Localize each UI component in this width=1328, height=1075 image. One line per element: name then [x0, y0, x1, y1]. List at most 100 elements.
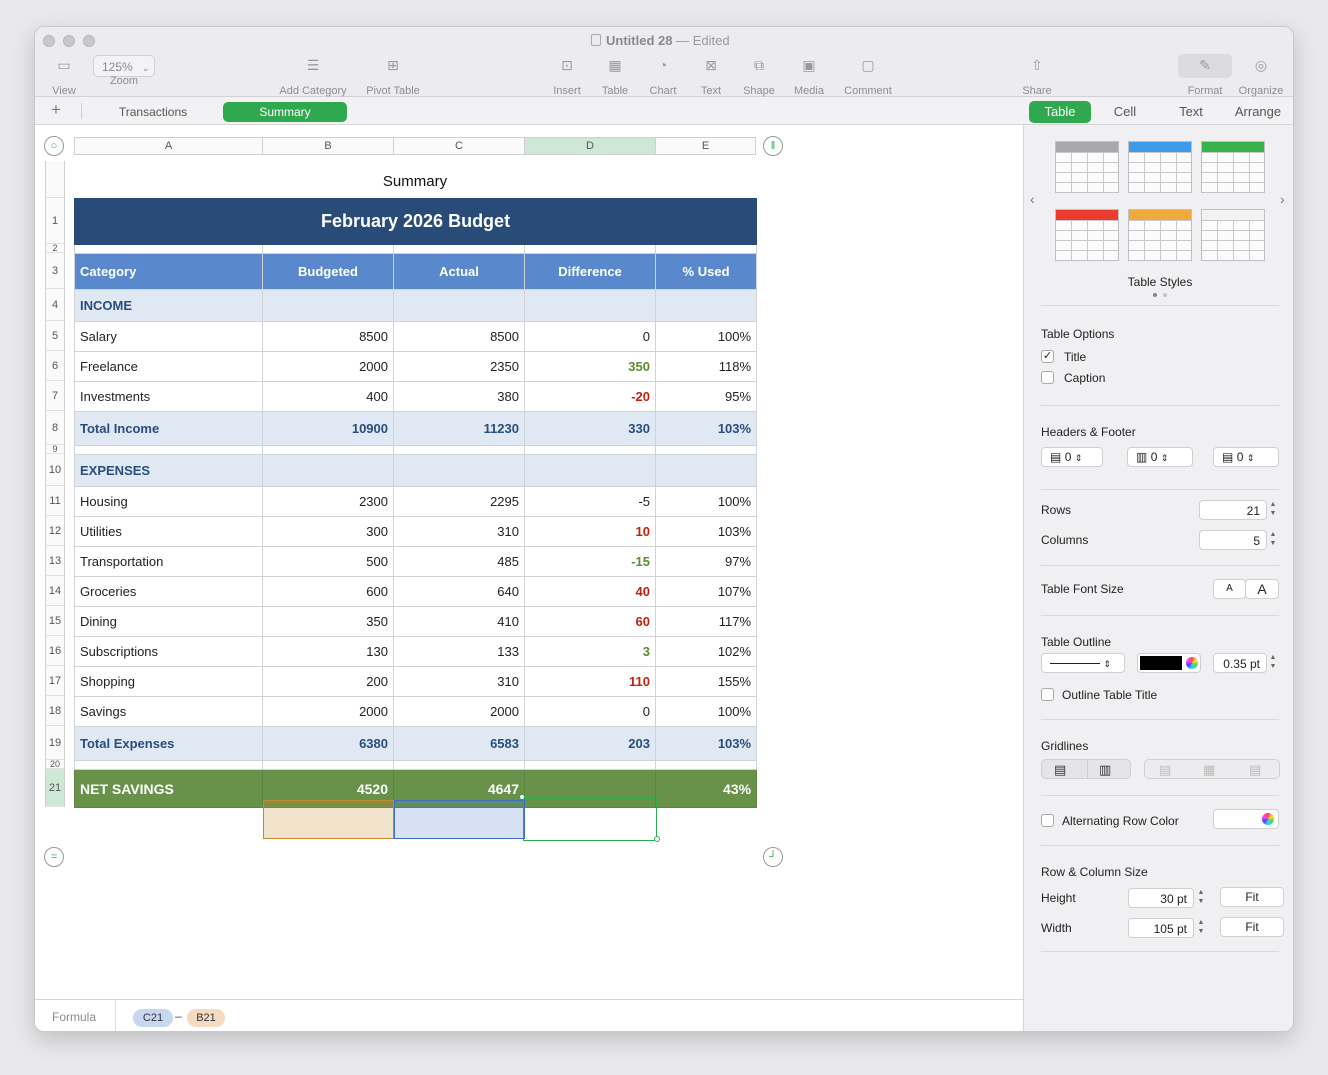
table-cell[interactable]: [524, 289, 656, 322]
title-checkbox[interactable]: ✓: [1041, 350, 1054, 363]
percent-used-cell[interactable]: 117%: [654, 606, 758, 637]
category-cell[interactable]: Savings: [74, 696, 263, 727]
table-cell[interactable]: [524, 454, 656, 487]
add-sheet-button[interactable]: +: [51, 100, 61, 119]
budgeted-cell[interactable]: 130: [262, 636, 394, 667]
table-cell[interactable]: [262, 244, 394, 254]
table-style-swatch[interactable]: [1055, 141, 1119, 193]
percent-used-cell[interactable]: 103%: [654, 726, 758, 761]
add-row-handle[interactable]: =: [44, 847, 64, 867]
page-dot[interactable]: [1163, 293, 1167, 297]
row-header-18[interactable]: 18: [45, 696, 65, 726]
outline-width-stepper[interactable]: ▲ ▼: [1269, 654, 1277, 670]
budgeted-cell[interactable]: 400: [262, 381, 394, 412]
difference-cell[interactable]: 203: [524, 726, 656, 761]
formula-token-b21[interactable]: B21: [187, 1009, 225, 1027]
percent-used-cell[interactable]: 100%: [654, 321, 758, 352]
actual-cell[interactable]: 310: [393, 516, 525, 547]
organize-button[interactable]: ◎ Organize: [1235, 55, 1287, 97]
category-cell[interactable]: Groceries: [74, 576, 263, 607]
zoom-dropdown[interactable]: 125% ⌄: [93, 55, 155, 77]
fit-height-button[interactable]: Fit: [1220, 887, 1284, 907]
selection-handle[interactable]: [519, 794, 525, 800]
formula-token-c21[interactable]: C21: [133, 1009, 173, 1027]
outline-color-well[interactable]: [1137, 653, 1201, 673]
outline-style-popup[interactable]: ⇕: [1041, 653, 1125, 673]
footer-rows-popup[interactable]: ▤ 0 ⇕: [1213, 447, 1279, 467]
section-label-income[interactable]: INCOME: [74, 289, 263, 322]
difference-cell[interactable]: -5: [524, 486, 656, 517]
columns-field[interactable]: 5: [1199, 530, 1267, 550]
header-gridlines-icon[interactable]: ▤: [1159, 762, 1172, 777]
height-field[interactable]: 30 pt: [1128, 888, 1194, 908]
header-cell[interactable]: Budgeted: [262, 253, 394, 290]
outline-title-checkbox[interactable]: [1041, 688, 1054, 701]
table-cell[interactable]: [393, 760, 525, 770]
budgeted-cell[interactable]: 4520: [262, 769, 394, 808]
text-button[interactable]: ⊠ Text: [693, 55, 729, 97]
header-cell[interactable]: Difference: [524, 253, 656, 290]
row-header-4[interactable]: 4: [45, 289, 65, 321]
column-header-c[interactable]: C: [393, 137, 525, 155]
row-header-3[interactable]: 3: [45, 253, 65, 289]
width-field[interactable]: 105 pt: [1128, 918, 1194, 938]
footer-gridlines-icon[interactable]: ▤: [1249, 762, 1262, 777]
add-column-handle[interactable]: ‖: [763, 136, 783, 156]
table-cell[interactable]: [74, 244, 263, 254]
inspector-tab-text[interactable]: Text: [1179, 104, 1203, 119]
chart-button[interactable]: ◔ Chart: [645, 55, 681, 97]
table-style-swatch[interactable]: [1201, 141, 1265, 193]
alternating-row-color-well[interactable]: [1213, 809, 1279, 829]
budgeted-cell[interactable]: 2000: [262, 351, 394, 382]
category-cell[interactable]: Housing: [74, 486, 263, 517]
budgeted-cell[interactable]: 2000: [262, 696, 394, 727]
difference-cell[interactable]: 3: [524, 636, 656, 667]
category-cell[interactable]: Transportation: [74, 546, 263, 577]
column-header-e[interactable]: E: [655, 137, 756, 155]
budgeted-cell[interactable]: 10900: [262, 411, 394, 446]
actual-cell[interactable]: 485: [393, 546, 525, 577]
minimize-window-button[interactable]: [63, 35, 75, 47]
rows-stepper[interactable]: ▲ ▼: [1269, 501, 1277, 517]
difference-cell[interactable]: 10: [524, 516, 656, 547]
actual-cell[interactable]: 2350: [393, 351, 525, 382]
table-cell[interactable]: [393, 289, 525, 322]
row-header-13[interactable]: 13: [45, 546, 65, 576]
actual-cell[interactable]: 4647: [393, 769, 525, 808]
row-header-17[interactable]: 17: [45, 666, 65, 696]
table-cell[interactable]: [393, 445, 525, 455]
row-header-21[interactable]: 21: [45, 769, 65, 807]
column-gridlines-icon[interactable]: ▦: [1203, 762, 1216, 777]
percent-used-cell[interactable]: 102%: [654, 636, 758, 667]
budgeted-cell[interactable]: 500: [262, 546, 394, 577]
actual-cell[interactable]: 640: [393, 576, 525, 607]
tab-transactions[interactable]: Transactions: [118, 105, 188, 119]
decrease-font-button[interactable]: A: [1213, 579, 1246, 599]
budgeted-cell[interactable]: 300: [262, 516, 394, 547]
table-cell[interactable]: [393, 244, 525, 254]
format-button-bg[interactable]: [1178, 54, 1232, 78]
table-cell[interactable]: [262, 760, 394, 770]
table-cell[interactable]: [74, 445, 263, 455]
tab-summary[interactable]: Summary: [223, 102, 347, 122]
row-header-1[interactable]: 1: [45, 198, 65, 244]
category-cell[interactable]: Utilities: [74, 516, 263, 547]
category-cell[interactable]: Subscriptions: [74, 636, 263, 667]
chevron-right-icon[interactable]: ›: [1280, 191, 1285, 207]
pivot-table-button[interactable]: ⊞ Pivot Table: [361, 55, 425, 97]
close-window-button[interactable]: [43, 35, 55, 47]
rows-field[interactable]: 21: [1199, 500, 1267, 520]
percent-used-cell[interactable]: 97%: [654, 546, 758, 577]
add-category-button[interactable]: ☰ Add Category: [275, 55, 351, 97]
category-cell[interactable]: Freelance: [74, 351, 263, 382]
row-header-14[interactable]: 14: [45, 576, 65, 606]
percent-used-cell[interactable]: 100%: [654, 486, 758, 517]
alternating-row-checkbox[interactable]: [1041, 814, 1054, 827]
row-header-16[interactable]: 16: [45, 636, 65, 666]
caption-checkbox[interactable]: [1041, 371, 1054, 384]
header-cell[interactable]: Actual: [393, 253, 525, 290]
column-header-d[interactable]: D: [524, 137, 656, 155]
difference-cell[interactable]: -20: [524, 381, 656, 412]
actual-cell[interactable]: 8500: [393, 321, 525, 352]
selection-handle[interactable]: [654, 836, 660, 842]
